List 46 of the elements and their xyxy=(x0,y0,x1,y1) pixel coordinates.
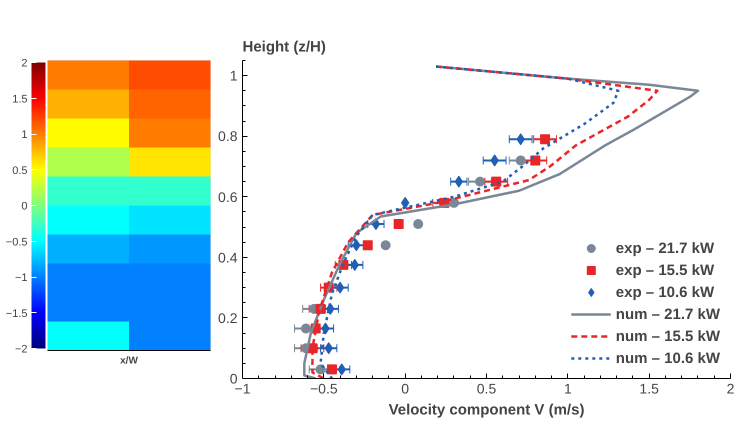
color-bar-label: −0.5 xyxy=(6,236,28,248)
x-tick-label: 0.5 xyxy=(476,380,496,396)
point xyxy=(516,155,526,166)
y-tick-label: 0 xyxy=(230,370,238,386)
color-bar-label: −2 xyxy=(14,344,28,356)
y-axis-title: Height (z/H) xyxy=(242,38,326,56)
y-tick-label: 1 xyxy=(230,68,238,84)
x-axis-title: x/W xyxy=(120,356,138,366)
color-bar-label: 1.5 xyxy=(12,93,28,106)
legend-label: num – 21.7 kW xyxy=(616,306,720,322)
point xyxy=(516,133,525,146)
point xyxy=(454,176,464,188)
x-tick-label: 0 xyxy=(401,380,410,396)
legend-label: num – 10.6 kW xyxy=(616,350,720,366)
y-tick-label: 0.4 xyxy=(218,249,238,266)
x-tick-label: 1.5 xyxy=(639,380,660,396)
point xyxy=(326,364,337,374)
point xyxy=(540,134,550,144)
point xyxy=(394,219,404,230)
color-bar-label: −1.5 xyxy=(6,308,28,320)
point xyxy=(413,219,424,230)
y-tick-label: 0.2 xyxy=(218,310,238,326)
point xyxy=(474,176,485,187)
color-bar-label: 0.5 xyxy=(12,164,28,177)
color-bar-label: 2 xyxy=(21,58,28,70)
color-bar-label: −1 xyxy=(14,272,28,284)
color-bar-label: 1 xyxy=(21,129,28,141)
point xyxy=(352,239,361,252)
y-tick-label: 0.8 xyxy=(218,128,238,144)
legend-label: exp – 10.6 kW xyxy=(616,284,714,300)
point xyxy=(300,324,311,334)
legend-label: exp – 15.5 kW xyxy=(616,262,714,278)
point xyxy=(316,364,326,374)
point xyxy=(380,240,391,250)
x-tick-label: 2 xyxy=(726,380,735,396)
color-bar-label: 0 xyxy=(21,200,28,212)
x-tick-label: −0.5 xyxy=(310,380,338,396)
point xyxy=(530,155,540,166)
legend-label: exp – 21.7 kW xyxy=(616,240,714,256)
point xyxy=(362,240,373,250)
y-tick-label: 0.6 xyxy=(218,188,238,205)
point xyxy=(336,282,344,294)
legend-label: num – 15.5 kW xyxy=(616,328,720,344)
x-tick-label: 1 xyxy=(564,380,572,396)
x-axis-title: Velocity component V (m/s) xyxy=(388,402,584,418)
point xyxy=(490,154,499,166)
